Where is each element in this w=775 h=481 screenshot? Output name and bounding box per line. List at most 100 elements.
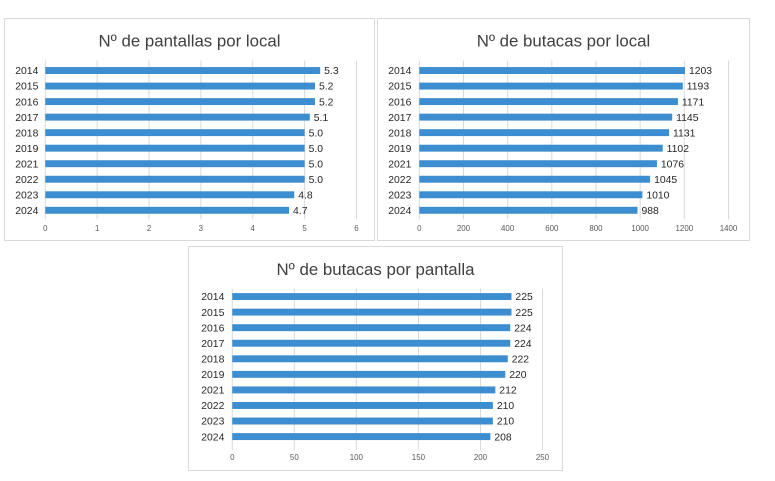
data-label: 220 [509,370,527,381]
bar [232,293,512,301]
data-label: 210 [497,417,515,428]
bar [45,98,315,106]
bar [45,160,305,168]
category-label: 2018 [388,128,411,139]
data-label: 1145 [676,113,699,124]
bar [419,113,673,121]
category-label: 2023 [15,190,38,201]
category-label: 2018 [15,128,38,139]
x-tick-label: 800 [589,224,603,233]
category-label: 2021 [388,159,411,170]
x-tick-label: 0 [417,224,422,233]
bar [232,308,512,316]
x-tick-label: 1 [95,224,100,233]
x-tick-label: 6 [354,224,359,233]
bar [419,206,638,214]
x-tick-label: 100 [350,453,364,462]
bar [419,191,643,199]
bar [45,113,310,121]
data-label: 208 [494,432,512,443]
data-label: 210 [497,401,515,412]
data-label: 225 [515,292,533,303]
category-label: 2023 [201,417,224,428]
data-label: 1171 [682,97,705,108]
chart-pantallas-por-local: Nº de pantallas por local 0 1 2 3 4 5 6 2014 5.3 2… [4,18,375,241]
bar [45,67,321,75]
bar [419,129,670,137]
data-label: 5.0 [309,144,324,155]
bar [45,175,305,183]
data-label: 222 [512,354,530,365]
data-label: 1010 [646,190,669,201]
category-label: 2021 [15,159,38,170]
data-label: 1193 [687,82,710,93]
category-label: 2016 [201,323,224,334]
data-label: 988 [641,206,659,217]
data-label: 5.2 [319,97,334,108]
x-tick-label: 150 [412,453,426,462]
category-label: 2014 [388,66,411,77]
chart-title: Nº de pantallas por local [98,32,280,51]
chart-butacas-por-pantalla: Nº de butacas por pantalla 0 50 100 150 200 25… [188,246,563,471]
x-tick-label: 250 [536,453,550,462]
bar [419,144,663,152]
data-label: 225 [515,308,533,319]
bar [232,370,506,378]
bar [232,355,508,363]
chart-title: Nº de butacas por pantalla [277,260,476,279]
chart-svg: Nº de butacas por local 0 200 400 600 800 1000… [388,32,738,233]
data-label: 1045 [654,175,677,186]
category-label: 2015 [15,82,38,93]
category-label: 2017 [388,113,411,124]
data-label: 224 [514,339,532,350]
category-label: 2017 [201,339,224,350]
x-tick-label: 1000 [631,224,649,233]
data-label: 5.3 [324,66,339,77]
bar [232,433,491,441]
bar [45,191,295,199]
data-label: 5.0 [309,175,324,186]
bar [419,160,657,168]
category-label: 2021 [201,386,224,397]
category-label: 2022 [15,175,38,186]
data-label: 4.8 [298,190,313,201]
data-label: 5.0 [309,128,324,139]
bar [45,206,290,214]
x-tick-label: 1400 [720,224,738,233]
category-label: 2017 [15,113,38,124]
bar [232,417,493,425]
x-tick-label: 600 [545,224,559,233]
category-label: 2023 [388,190,411,201]
x-tick-label: 1200 [676,224,694,233]
bar [45,129,305,137]
category-label: 2014 [201,292,224,303]
x-tick-label: 3 [199,224,204,233]
x-tick-label: 200 [474,453,488,462]
data-label: 5.2 [319,82,334,93]
data-label: 5.0 [309,159,324,170]
data-label: 4.7 [293,206,308,217]
category-label: 2016 [15,97,38,108]
data-label: 5.1 [314,113,329,124]
category-label: 2015 [388,82,411,93]
category-label: 2019 [388,144,411,155]
category-label: 2019 [15,144,38,155]
category-label: 2024 [201,432,224,443]
x-tick-label: 400 [501,224,515,233]
chart-svg: Nº de pantallas por local 0 1 2 3 4 5 6 2014 5.3 2… [15,32,359,233]
category-label: 2022 [388,175,411,186]
category-label: 2024 [388,206,411,217]
x-tick-label: 0 [230,453,235,462]
x-tick-label: 200 [457,224,471,233]
bar [232,324,511,332]
data-label: 1102 [667,144,690,155]
x-tick-label: 2 [147,224,151,233]
bar [419,82,683,90]
category-label: 2014 [15,66,38,77]
chart-title: Nº de butacas por local [477,32,651,51]
category-label: 2019 [201,370,224,381]
chart-svg: Nº de butacas por pantalla 0 50 100 150 200 25… [201,260,550,462]
bar [419,175,651,183]
x-tick-label: 5 [302,224,307,233]
bar [419,67,685,75]
